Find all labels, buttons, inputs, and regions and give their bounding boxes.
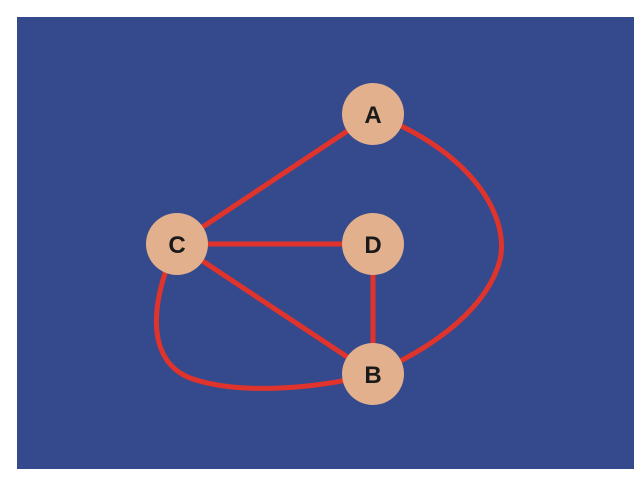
node-a-label: A (364, 102, 381, 129)
node-c: C (146, 213, 208, 275)
edge-a-c (174, 111, 376, 247)
node-b-label: B (364, 362, 381, 389)
node-b-circle (342, 343, 404, 405)
edge-a-b-curved (370, 111, 504, 377)
edge-c-b-curved (154, 241, 376, 391)
node-c-label: C (168, 232, 185, 259)
edge-c-b (174, 241, 376, 377)
node-a-circle (342, 83, 404, 145)
node-d-label: D (364, 232, 381, 259)
node-d-circle (342, 213, 404, 275)
node-b: B (342, 343, 404, 405)
node-d: D (342, 213, 404, 275)
node-a: A (342, 83, 404, 145)
node-c-circle (146, 213, 208, 275)
